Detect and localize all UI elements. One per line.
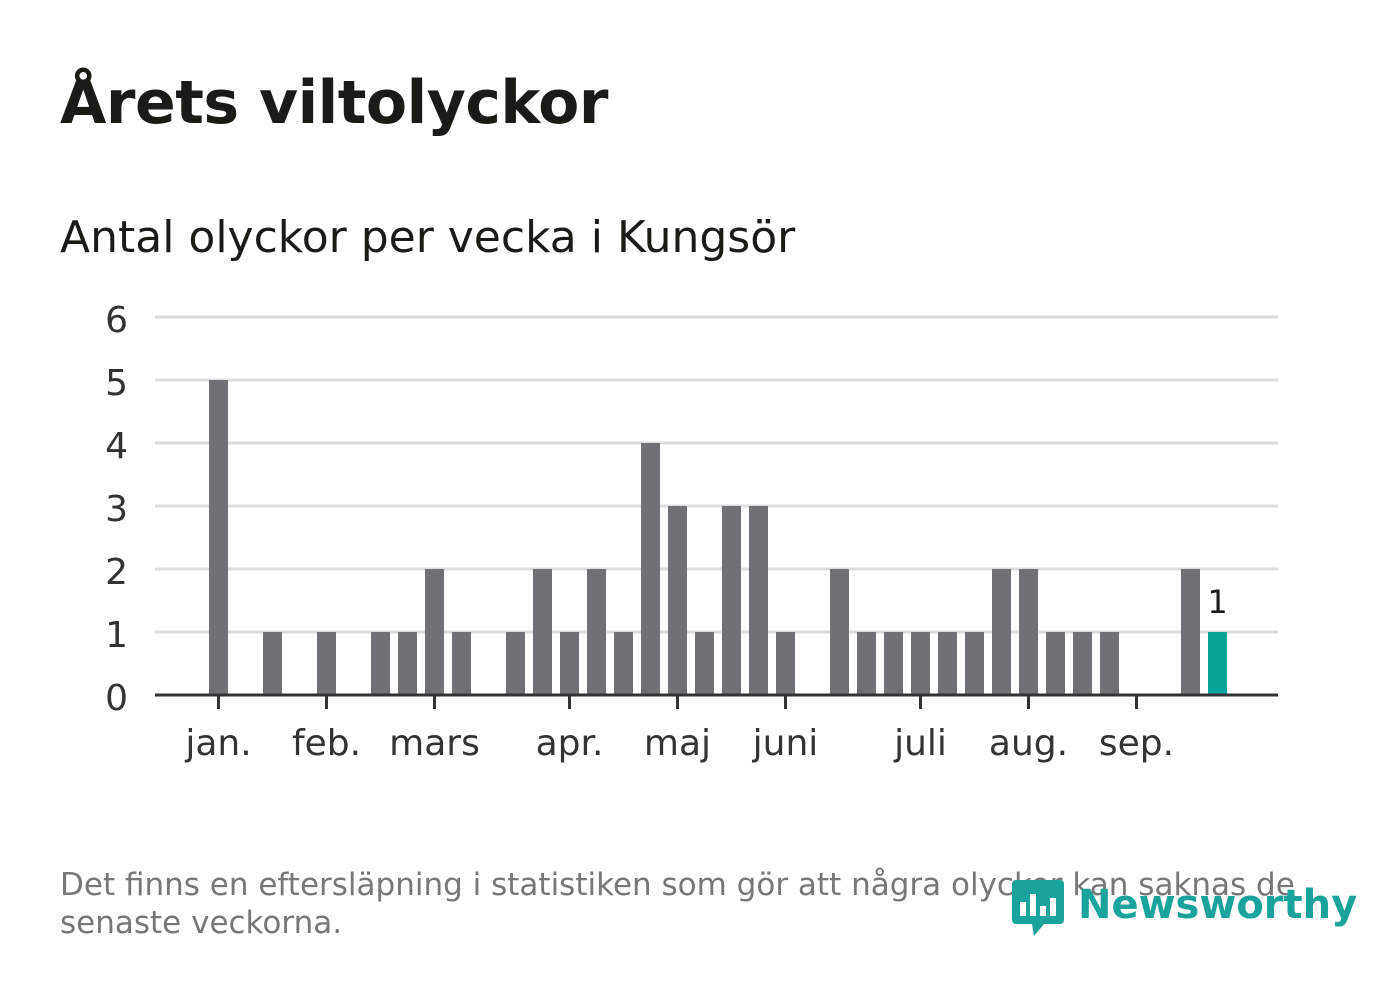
bar xyxy=(965,632,984,695)
chart-subtitle: Antal olyckor per vecka i Kungsör xyxy=(60,212,796,263)
chart-title: Årets viltolyckor xyxy=(60,68,609,138)
x-tick-label: mars xyxy=(389,723,480,764)
newsworthy-logo: Newsworthy xyxy=(1010,876,1357,946)
bar xyxy=(1046,632,1065,695)
x-tick-label: maj xyxy=(644,723,711,764)
newsworthy-logo-text: Newsworthy xyxy=(1078,882,1358,928)
y-tick-label: 6 xyxy=(105,300,128,341)
bar xyxy=(560,632,579,695)
bar xyxy=(722,506,741,695)
y-tick-label: 0 xyxy=(105,678,128,719)
bar xyxy=(506,632,525,695)
bar xyxy=(668,506,687,695)
y-tick-label: 3 xyxy=(105,489,128,530)
bar-highlight xyxy=(1208,632,1227,695)
x-tick-label: juli xyxy=(893,723,947,764)
bar xyxy=(938,632,957,695)
bar xyxy=(398,632,417,695)
bar xyxy=(371,632,390,695)
newsworthy-logo-icon xyxy=(1012,880,1064,936)
bar xyxy=(830,569,849,695)
bar xyxy=(1181,569,1200,695)
bar xyxy=(1073,632,1092,695)
bar xyxy=(641,443,660,695)
data-label: 1 xyxy=(1207,583,1227,621)
y-tick-label: 1 xyxy=(105,615,128,656)
bar xyxy=(317,632,336,695)
y-tick-label: 4 xyxy=(105,426,128,467)
x-tick-label: juni xyxy=(752,723,819,764)
bar xyxy=(695,632,714,695)
x-tick-label: jan. xyxy=(184,723,251,764)
bar xyxy=(452,632,471,695)
bar xyxy=(614,632,633,695)
bar xyxy=(992,569,1011,695)
y-tick-label: 2 xyxy=(105,552,128,593)
bar xyxy=(776,632,795,695)
bar xyxy=(209,380,228,695)
x-tick-label: feb. xyxy=(292,723,361,764)
footnote: Det finns en eftersläpning i statistiken… xyxy=(60,867,1295,941)
x-tick-label: apr. xyxy=(536,723,604,764)
bar xyxy=(1019,569,1038,695)
bar xyxy=(749,506,768,695)
bar xyxy=(857,632,876,695)
bar xyxy=(263,632,282,695)
bar xyxy=(911,632,930,695)
bar xyxy=(533,569,552,695)
y-tick-label: 5 xyxy=(105,363,128,404)
x-tick-label: aug. xyxy=(989,723,1068,764)
bar xyxy=(587,569,606,695)
bar xyxy=(1100,632,1119,695)
bar xyxy=(884,632,903,695)
x-tick-label: sep. xyxy=(1099,723,1174,764)
bar xyxy=(425,569,444,695)
